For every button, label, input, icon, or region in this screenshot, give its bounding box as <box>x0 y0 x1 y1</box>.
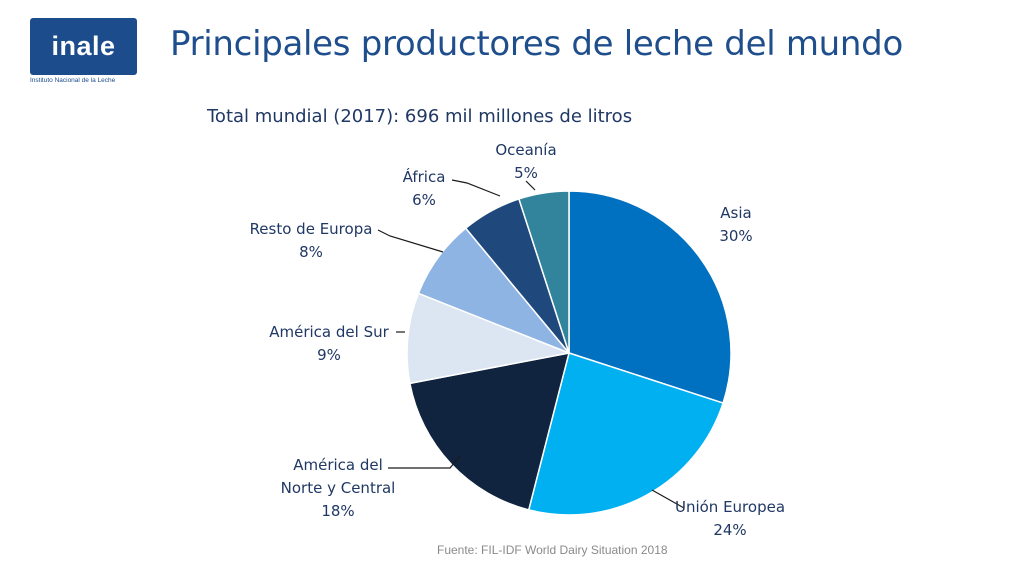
leader-line <box>451 179 501 197</box>
slice-percent: 8% <box>299 243 323 261</box>
slice-name: Resto de Europa <box>250 220 373 238</box>
logo-subtitle: Instituto Nacional de la Leche <box>30 77 116 84</box>
slice-label: Resto de Europa 8% <box>250 220 373 261</box>
slice-name: Unión Europea <box>675 498 785 516</box>
slice-percent: 5% <box>514 164 538 182</box>
leader-line <box>525 180 536 191</box>
leader-line <box>388 455 461 469</box>
slice-percent: 24% <box>713 521 746 539</box>
chart-title: Total mundial (2017): 696 mil millones d… <box>207 106 633 127</box>
pie-slice-oceanía <box>517 190 570 354</box>
slice-name: América del Sur <box>269 323 389 341</box>
inale-logo: inale <box>30 18 137 75</box>
pie-slice-américa-del-sur <box>406 292 572 385</box>
page-title: Principales productores de leche del mun… <box>170 24 903 64</box>
pie-slice-unión-europea <box>527 352 725 516</box>
slice-percent: 9% <box>317 346 341 364</box>
pie-slice-asia <box>568 190 732 405</box>
slice-name: Norte y Central <box>281 479 396 497</box>
slice-name: Asia <box>720 204 751 222</box>
slice-label: Asia 30% <box>719 204 752 245</box>
source-note: Fuente: FIL-IDF World Dairy Situation 20… <box>437 543 668 557</box>
slice-label: África 6% <box>403 167 446 209</box>
slice-name: Oceanía <box>495 141 556 159</box>
slice-name: África <box>403 167 446 186</box>
slice-label: Oceanía 5% <box>495 141 556 182</box>
slice-percent: 6% <box>412 191 436 209</box>
slice-label: Unión Europea 24% <box>675 498 785 539</box>
slice-name: América del <box>293 456 383 474</box>
slice-percent: 18% <box>321 502 354 520</box>
slice-label: América del Sur 9% <box>269 323 389 364</box>
leader-line <box>651 489 685 509</box>
slice-percent: 30% <box>719 227 752 245</box>
leader-line <box>377 229 444 253</box>
pie-slice-américa-del-norte-y-central <box>408 352 571 511</box>
slice-label: América del Norte y Central 18% <box>281 456 396 520</box>
logo-text: inale <box>51 31 116 61</box>
